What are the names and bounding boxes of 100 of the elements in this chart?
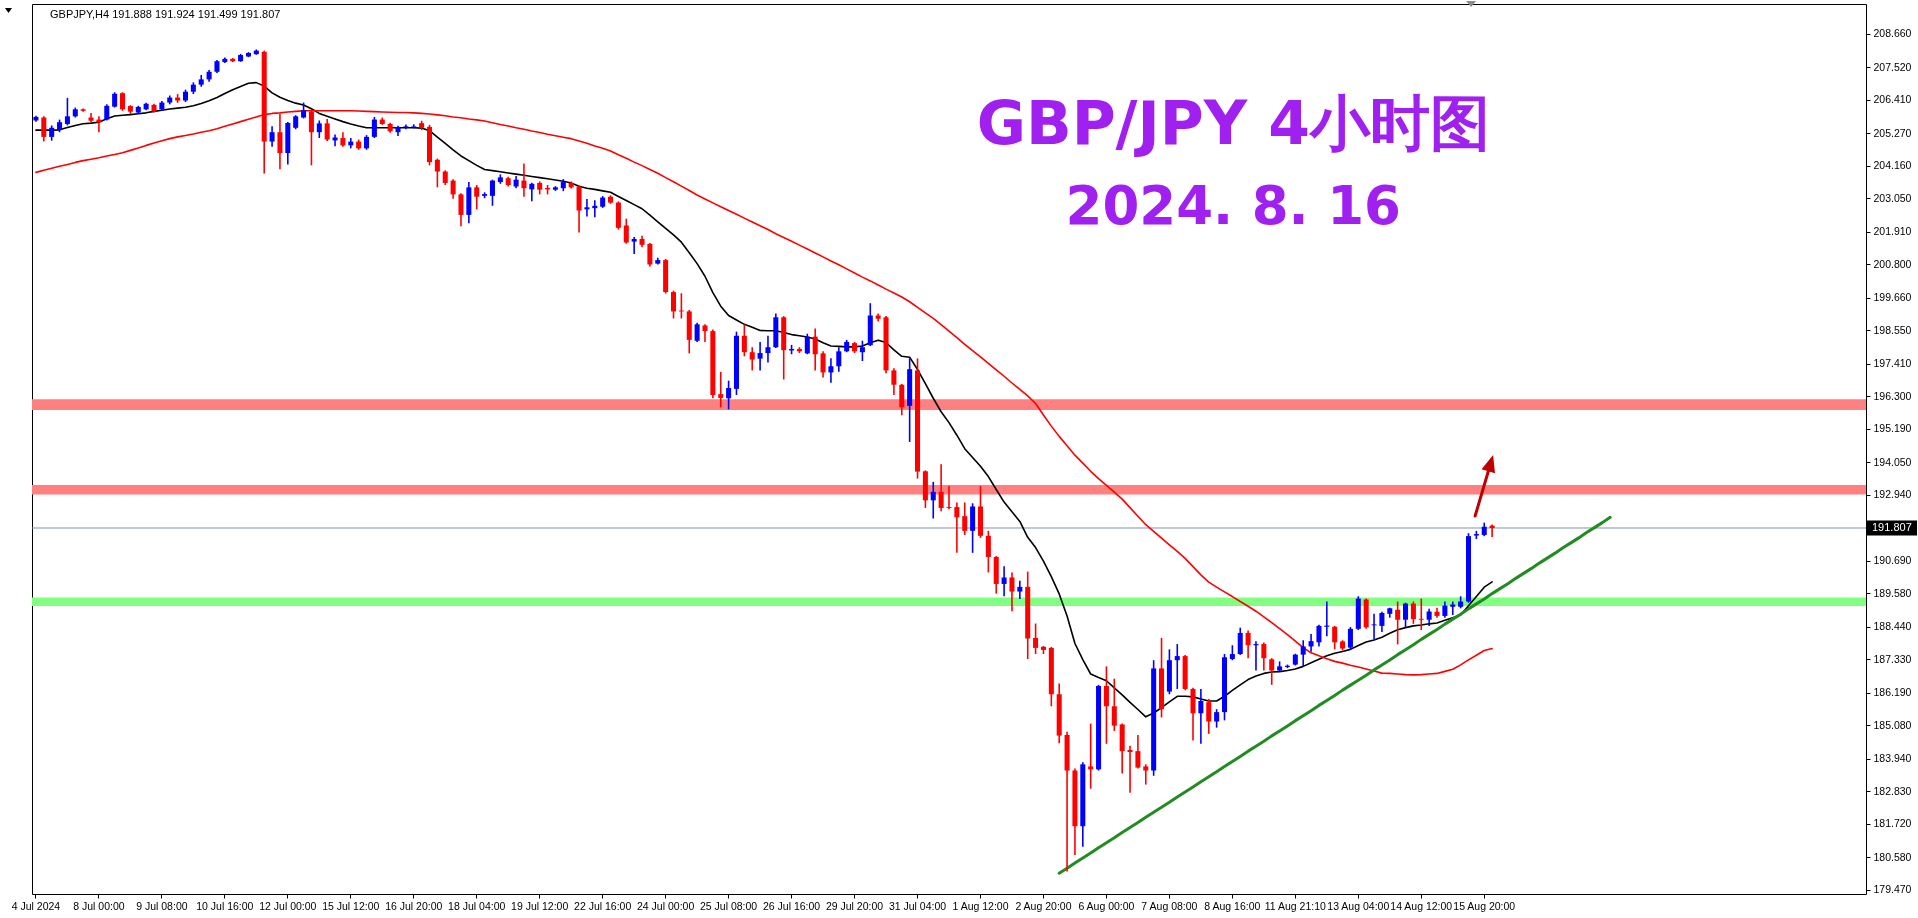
x-tick-label: 22 Jul 16:00 — [574, 899, 632, 912]
candlestick — [1135, 734, 1141, 770]
candlestick — [836, 346, 842, 373]
candlestick — [946, 485, 952, 510]
y-tick-label: 198.550 — [1873, 323, 1912, 336]
x-tick-label: 15 Jul 12:00 — [322, 899, 380, 912]
x-tick-label: 31 Jul 04:00 — [888, 899, 947, 912]
x-tick-label: 18 Jul 04:00 — [448, 899, 506, 912]
candlestick — [718, 371, 724, 409]
candlestick — [749, 346, 755, 372]
y-tick-label: 189.580 — [1873, 586, 1912, 599]
y-tick-label: 187.330 — [1873, 652, 1912, 665]
candlestick — [324, 118, 330, 142]
annotation: GBPJPY,H4 191.888 191.924 191.499 191.807 — [50, 8, 281, 20]
text: 2024. 8. 16 — [1065, 174, 1401, 236]
candlestick — [1371, 613, 1377, 641]
candlestick — [371, 116, 377, 139]
candlestick — [1300, 639, 1306, 668]
candlestick — [1009, 571, 1015, 613]
x-tick-label: 8 Jul 00:00 — [73, 899, 125, 912]
candlestick — [859, 339, 865, 362]
x-tick-label: 15 Aug 20:00 — [1453, 899, 1516, 912]
candlestick — [1308, 633, 1314, 653]
y-tick-label: 196.300 — [1873, 389, 1912, 402]
candlestick — [1017, 579, 1023, 600]
candlestick — [694, 322, 700, 343]
candlestick — [1127, 745, 1133, 794]
candlestick — [1237, 626, 1243, 656]
candlestick — [1269, 657, 1275, 686]
x-tick-label: 14 Aug 12:00 — [1390, 899, 1453, 912]
x-tick-label: 19 Jul 12:00 — [511, 899, 569, 912]
candlestick — [489, 178, 495, 207]
y-tick-label: 207.520 — [1873, 60, 1912, 73]
y-tick-label: 188.440 — [1873, 620, 1912, 633]
candlestick — [41, 115, 47, 143]
candlestick — [434, 157, 440, 189]
ref-line-label: 191.807 — [1872, 521, 1912, 533]
candlestick — [521, 162, 527, 198]
x-tick-label: 25 Jul 08:00 — [700, 899, 758, 912]
candlestick — [930, 481, 936, 520]
candlestick — [120, 91, 126, 112]
candlestick — [899, 383, 905, 417]
y-tick-label: 183.940 — [1873, 752, 1912, 765]
candlestick — [1103, 665, 1109, 745]
candlestick — [1332, 625, 1338, 651]
candlestick — [458, 192, 464, 228]
x-tick-label: 12 Jul 00:00 — [259, 899, 317, 912]
candlestick — [938, 463, 944, 512]
candlestick — [1410, 600, 1416, 625]
candlestick — [726, 379, 732, 411]
candlestick — [631, 236, 637, 255]
x-tick-label: 7 Aug 08:00 — [1141, 899, 1198, 912]
y-tick-label: 179.470 — [1873, 883, 1912, 896]
line-series — [1057, 515, 1612, 875]
candlestick — [1245, 629, 1251, 659]
candlestick — [1316, 623, 1322, 648]
candlestick — [1379, 611, 1385, 633]
candlestick — [954, 501, 960, 554]
candlestick — [804, 332, 810, 356]
y-tick-label: 182.830 — [1873, 784, 1912, 797]
candlestick — [820, 350, 826, 379]
candlestick — [670, 289, 677, 320]
candlestick — [741, 323, 747, 358]
candlestick — [450, 178, 456, 200]
candlestick — [1174, 643, 1180, 690]
y-tick-label: 208.660 — [1873, 27, 1912, 40]
candlestick — [64, 97, 70, 127]
candlestick — [812, 327, 818, 372]
y-tick-label: 201.910 — [1873, 225, 1912, 238]
y-tick-label: 186.190 — [1873, 686, 1912, 699]
candlestick — [623, 217, 629, 245]
y-tick-label: 181.720 — [1873, 817, 1912, 830]
y-tick-label: 200.800 — [1873, 257, 1912, 270]
candlestick — [1206, 698, 1212, 735]
y-tick-label: 192.940 — [1873, 488, 1912, 501]
candlestick — [647, 242, 653, 268]
x-tick-label: 26 Jul 16:00 — [762, 899, 821, 912]
candlestick — [962, 501, 968, 536]
x-tick-label: 1 Aug 12:00 — [952, 899, 1009, 912]
candlestick — [1198, 688, 1204, 745]
candlestick — [1403, 601, 1409, 629]
candlestick — [1261, 641, 1267, 672]
x-tick-label: 9 Jul 08:00 — [136, 899, 188, 912]
y-tick-label: 197.410 — [1873, 357, 1912, 370]
x-tick-label: 24 Jul 00:00 — [637, 899, 695, 912]
x-tick-label: 8 Aug 16:00 — [1204, 899, 1261, 912]
candlestick — [702, 323, 708, 343]
y-tick-label: 194.050 — [1873, 455, 1912, 468]
x-tick-label: 2 Aug 20:00 — [1015, 899, 1072, 912]
candlestick — [1214, 708, 1220, 729]
candlestick — [1143, 763, 1149, 786]
y-tick-label: 205.270 — [1873, 126, 1912, 139]
y-tick-label: 206.410 — [1873, 93, 1912, 106]
x-tick-label: 11 Aug 21:10 — [1264, 899, 1327, 912]
text: GBP/JPY 4小时图 — [976, 87, 1490, 158]
x-tick-label: 10 Jul 16:00 — [196, 899, 254, 912]
x-tick-label: 29 Jul 20:00 — [825, 899, 884, 912]
candlestick — [1347, 626, 1353, 651]
x-tick-label: 13 Aug 04:00 — [1327, 899, 1390, 912]
candlestick — [474, 184, 480, 211]
